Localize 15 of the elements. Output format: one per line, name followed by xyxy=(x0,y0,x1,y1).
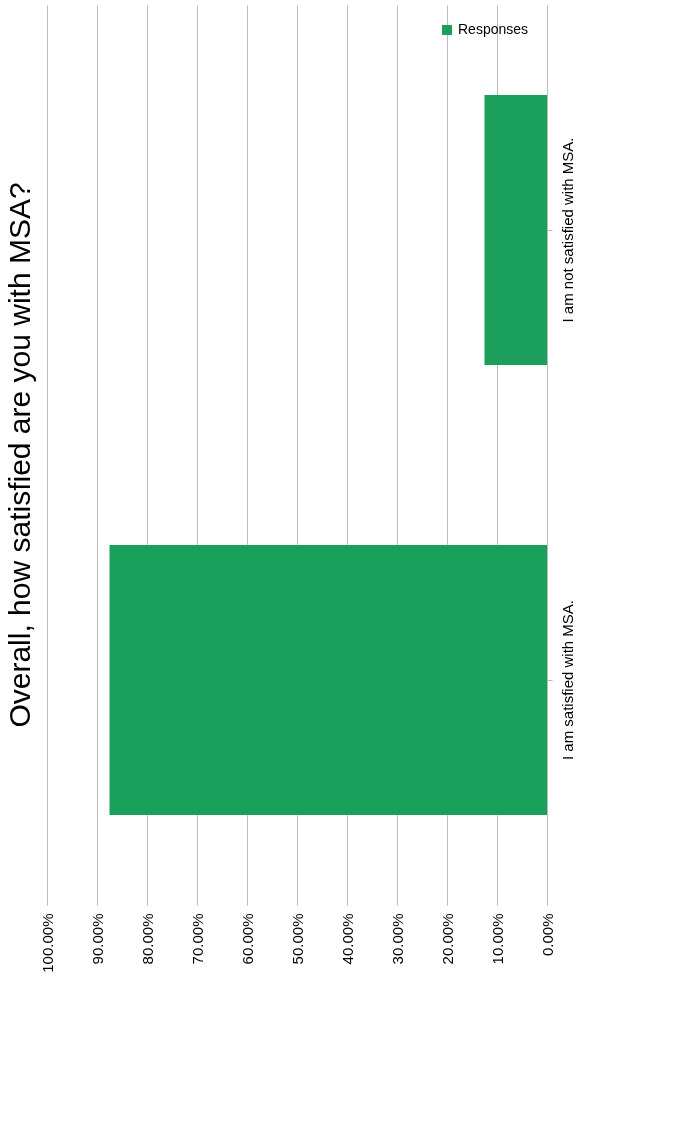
x-tick-label: 70.00% xyxy=(188,913,206,965)
x-tick-label: 100.00% xyxy=(38,913,56,973)
x-tick-label: 60.00% xyxy=(238,913,256,965)
y-tick-label: I am satisfied with MSA. xyxy=(558,599,576,761)
text: Overall, how satisfied are you with MSA? xyxy=(3,182,36,728)
x-tick-label: 10.00% xyxy=(488,913,506,965)
y-tick-label: I am not satisfied with MSA. xyxy=(558,137,576,323)
legend-label: Responses xyxy=(458,21,529,37)
x-tick-label: 30.00% xyxy=(388,913,406,965)
x-tick-label: 40.00% xyxy=(338,913,356,965)
x-tick-label: 50.00% xyxy=(288,913,306,965)
x-tick-label: 0.00% xyxy=(538,913,556,957)
x-tick-label: 20.00% xyxy=(438,913,456,965)
x-tick-label: 90.00% xyxy=(88,913,106,965)
x-tick-label: 80.00% xyxy=(138,913,156,965)
